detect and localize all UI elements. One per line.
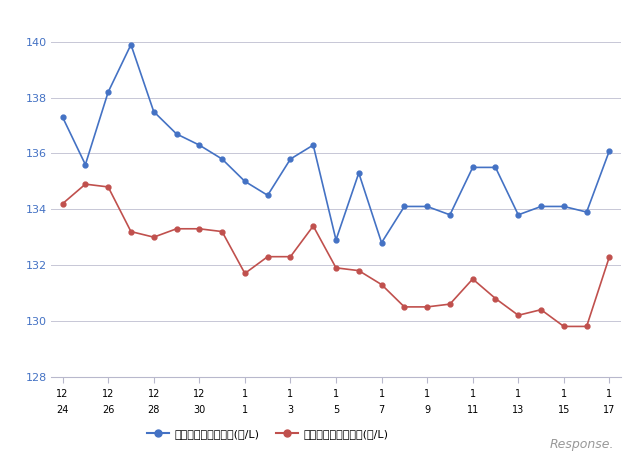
Text: 1: 1 [242,389,248,399]
Text: 1: 1 [561,389,567,399]
Text: 17: 17 [604,405,616,415]
Text: 3: 3 [287,405,294,415]
Text: Response.: Response. [550,438,614,451]
Legend: レギュラー看板価格(円/L), レギュラー実売価格(円/L): レギュラー看板価格(円/L), レギュラー実売価格(円/L) [142,425,393,444]
Text: 1: 1 [333,389,339,399]
Text: 15: 15 [557,405,570,415]
Text: 5: 5 [333,405,339,415]
Text: 26: 26 [102,405,115,415]
Text: 7: 7 [378,405,385,415]
Text: 12: 12 [56,389,68,399]
Text: 11: 11 [467,405,479,415]
Text: 1: 1 [515,389,522,399]
Text: 24: 24 [56,405,68,415]
Text: 1: 1 [470,389,476,399]
Text: 1: 1 [242,405,248,415]
Text: 1: 1 [606,389,612,399]
Text: 1: 1 [287,389,294,399]
Text: 1: 1 [378,389,385,399]
Text: 30: 30 [193,405,205,415]
Text: 12: 12 [148,389,160,399]
Text: 12: 12 [193,389,205,399]
Text: 12: 12 [102,389,115,399]
Text: 1: 1 [424,389,430,399]
Text: 13: 13 [512,405,524,415]
Text: 28: 28 [148,405,160,415]
Text: 9: 9 [424,405,430,415]
